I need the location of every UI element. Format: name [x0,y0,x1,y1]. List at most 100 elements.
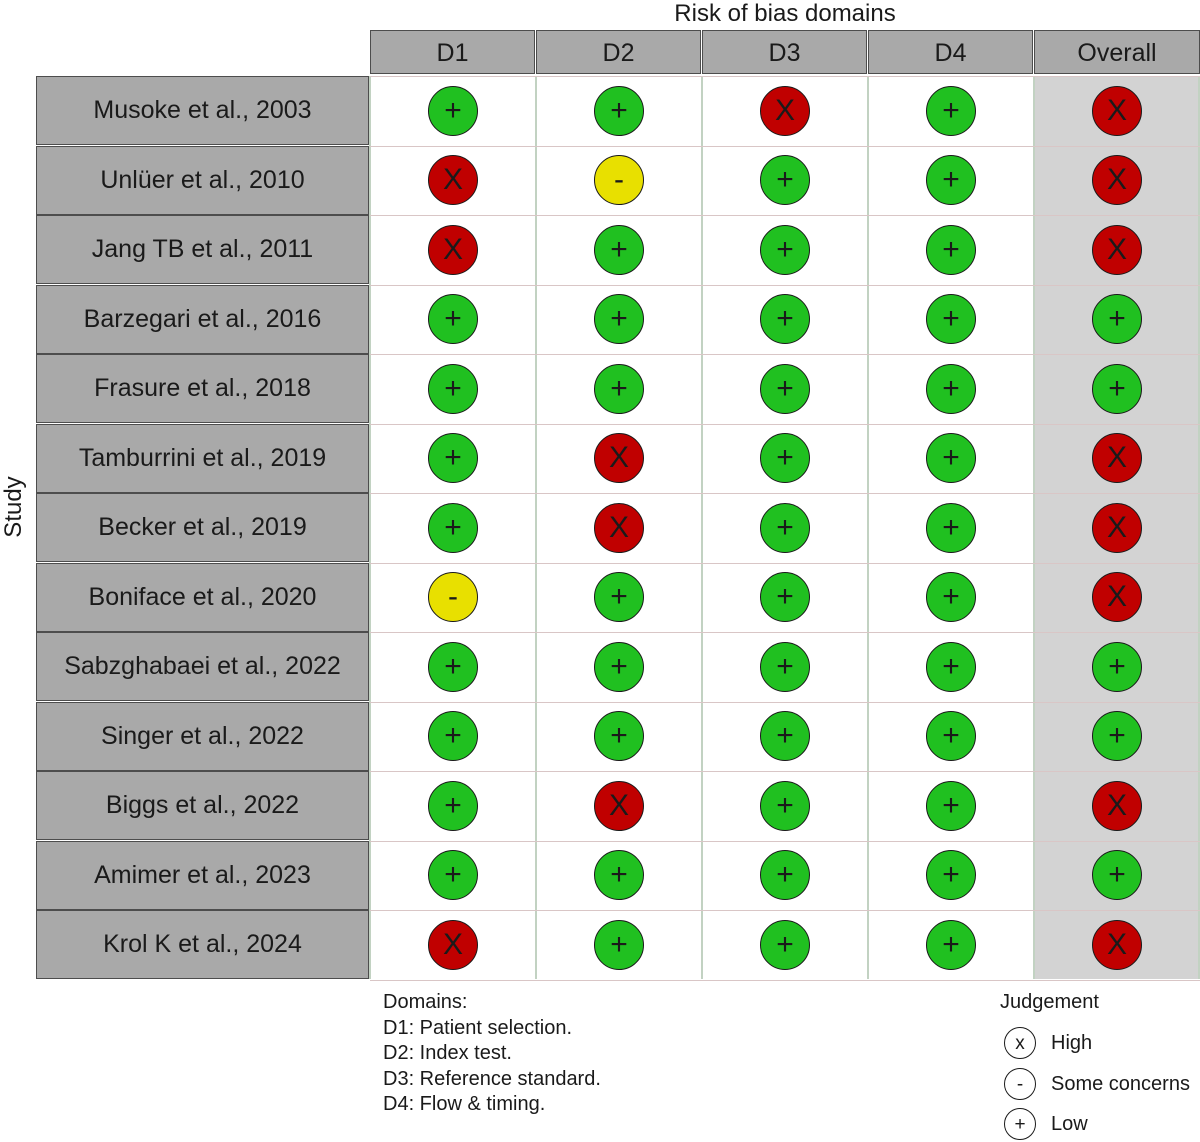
study-label: Amimer et al., 2023 [36,841,369,910]
judgement-mark: + [760,364,810,414]
judgement-mark: + [428,711,478,761]
judgement-mark: + [594,711,644,761]
judgement-mark: + [926,850,976,900]
judgement-mark: X [428,920,478,970]
judgement-mark: + [760,503,810,553]
grid-vertical-line [701,76,703,979]
study-label: Singer et al., 2022 [36,702,369,771]
grid-horizontal-line [370,354,1200,355]
grid-horizontal-line [370,146,1200,147]
judgement-mark: + [760,572,810,622]
study-label: Frasure et al., 2018 [36,354,369,423]
judgement-mark: + [594,225,644,275]
study-label: Barzegari et al., 2016 [36,285,369,354]
judgement-mark: + [594,86,644,136]
judgement-mark: + [926,225,976,275]
domains-legend-item: D3: Reference standard. [383,1067,601,1090]
judgement-mark: + [926,364,976,414]
study-label: Tamburrini et al., 2019 [36,424,369,493]
grid-vertical-line [1198,76,1200,979]
grid-vertical-line [1033,76,1035,979]
judgement-mark: + [428,850,478,900]
study-label: Sabzghabaei et al., 2022 [36,632,369,701]
judgement-mark: X [428,225,478,275]
judgement-mark: X [594,503,644,553]
y-axis-label-text: Study [0,476,27,538]
judgement-mark: - [428,572,478,622]
legend-label-low: Low [1051,1113,1088,1135]
study-label: Boniface et al., 2020 [36,563,369,632]
judgement-mark: + [926,572,976,622]
grid-horizontal-line [370,563,1200,564]
legend-mark-low: + [1004,1108,1036,1140]
judgement-mark: + [428,642,478,692]
legend-label-high: High [1051,1032,1093,1054]
judgement-mark: + [760,711,810,761]
grid-horizontal-line [370,215,1200,216]
y-axis-label: Study [0,447,28,567]
judgement-mark: + [760,433,810,483]
judgement-mark: + [926,781,976,831]
chart-title: Risk of bias domains [674,0,896,27]
judgement-mark: + [428,364,478,414]
domain-header-d1: D1 [370,30,535,74]
domains-legend-title: Domains: [383,991,468,1013]
judgement-mark: X [1092,155,1142,205]
judgement-mark: + [926,86,976,136]
judgement-mark: + [428,294,478,344]
domain-header-d2: D2 [536,30,701,74]
study-label: Becker et al., 2019 [36,493,369,562]
judgement-mark: + [760,294,810,344]
judgement-mark: + [760,781,810,831]
judgement-mark: + [760,920,810,970]
judgement-legend-title: Judgement [1000,991,1099,1013]
judgement-mark: X [1092,225,1142,275]
grid-horizontal-line [370,285,1200,286]
study-label: Musoke et al., 2003 [36,76,369,145]
judgement-mark: + [926,642,976,692]
judgement-mark: X [1092,920,1142,970]
judgement-mark: + [594,572,644,622]
judgement-mark: + [760,225,810,275]
judgement-mark: + [1092,294,1142,344]
grid-horizontal-line [370,910,1200,911]
domains-legend-item: D1: Patient selection. [383,1016,572,1039]
judgement-mark: + [926,503,976,553]
grid-horizontal-line [370,493,1200,494]
judgement-mark: X [760,86,810,136]
domains-legend-item: D2: Index test. [383,1042,512,1064]
judgement-mark: X [594,781,644,831]
judgement-mark: - [594,155,644,205]
legend-mark-high: x [1004,1027,1036,1059]
grid-vertical-line [535,76,537,979]
grid-vertical-line [369,76,371,979]
judgement-mark: + [926,433,976,483]
grid-horizontal-line [370,841,1200,842]
domain-header-d4: D4 [868,30,1033,74]
judgement-mark: + [1092,642,1142,692]
study-label: Unlüer et al., 2010 [36,146,369,215]
grid-horizontal-line [370,771,1200,772]
grid-horizontal-line [370,702,1200,703]
grid-horizontal-line [370,980,1200,981]
grid-vertical-line [867,76,869,979]
judgement-mark: X [594,433,644,483]
judgement-mark: X [1092,572,1142,622]
judgement-mark: + [760,642,810,692]
study-label: Krol K et al., 2024 [36,910,369,979]
grid-horizontal-line [370,76,1200,77]
judgement-mark: + [428,86,478,136]
judgement-mark: + [1092,711,1142,761]
judgement-mark: + [428,781,478,831]
grid-horizontal-line [370,424,1200,425]
judgement-mark: + [1092,364,1142,414]
study-label: Biggs et al., 2022 [36,771,369,840]
judgement-mark: + [428,503,478,553]
judgement-mark: X [1092,781,1142,831]
judgement-mark: + [926,920,976,970]
legend-mark-some: - [1004,1068,1036,1100]
legend-label-some: Some concerns [1051,1073,1190,1095]
judgement-mark: X [1092,433,1142,483]
judgement-mark: + [926,294,976,344]
judgement-mark: X [428,155,478,205]
